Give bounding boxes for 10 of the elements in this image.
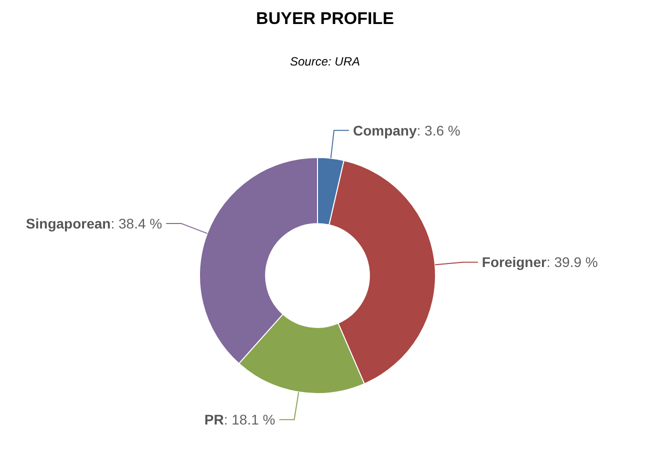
slice-label: PR (204, 412, 224, 428)
slice-label: Foreigner (482, 254, 548, 270)
slice-label: Singaporean (26, 215, 111, 232)
slice-label: Company (352, 122, 417, 138)
data-label: : 38.4 % (110, 215, 162, 232)
data-label: : 39.9 % (546, 254, 598, 270)
chart-subtitle: Source: URA (290, 54, 360, 68)
data-label: : 18.1 % (224, 412, 276, 428)
data-label: : 3.6 % (416, 122, 460, 138)
chart-title: BUYER PROFILE (256, 9, 394, 28)
